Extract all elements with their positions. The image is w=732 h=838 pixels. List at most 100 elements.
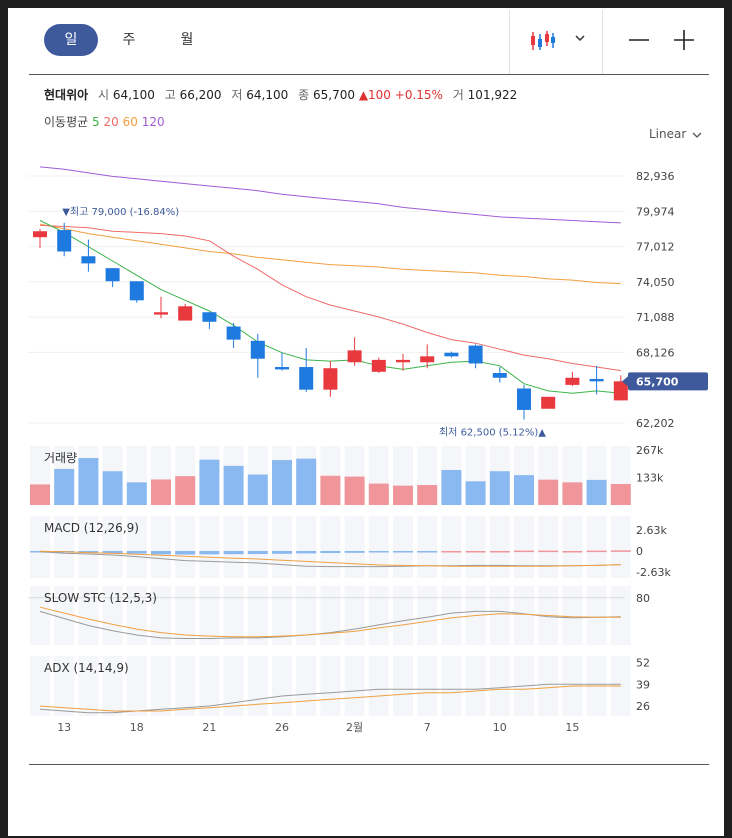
macd-histogram-bar [393, 551, 413, 553]
scale-selector[interactable]: Linear [649, 127, 702, 141]
adx-panel-stripe [272, 656, 292, 716]
stc-panel-stripe [30, 586, 50, 645]
period-tabs: 일 주 월 [44, 24, 218, 56]
macd-panel-stripe [417, 516, 438, 578]
date-axis-label: 2월 [346, 721, 363, 734]
candle-body [57, 230, 72, 252]
macd-axis-label: -2.63k [636, 566, 671, 579]
macd-panel-stripe [393, 516, 413, 578]
price-axis-label: 71,088 [636, 311, 675, 324]
macd-histogram-bar [417, 551, 438, 553]
adx-panel-stripe [151, 656, 171, 716]
low-label: 저 [231, 88, 243, 102]
macd-panel-stripe [441, 516, 462, 578]
candle-body [81, 256, 96, 264]
price-axis-label: 68,126 [636, 346, 675, 359]
stc-panel-stripe [223, 586, 244, 645]
chart-type-selector[interactable] [509, 10, 603, 74]
volume-bar [368, 483, 389, 505]
stc-k-line [39, 610, 621, 639]
macd-signal-line [39, 550, 621, 567]
candle-body [541, 396, 556, 409]
chart-canvas[interactable]: 82,936 79,974 77,012 74,050 71,088 68,126 62,2… [8, 8, 724, 836]
stock-name: 현대위아 [44, 88, 89, 102]
stc-panel-stripe [393, 586, 413, 645]
adx-panel-stripe [296, 656, 317, 716]
candle-body [33, 231, 47, 238]
candle-body [371, 359, 386, 372]
candle-body [275, 367, 289, 370]
adx-panel-stripe [126, 656, 147, 716]
volume-bar [102, 471, 123, 505]
adx-panel-stripe [441, 656, 462, 716]
tab-day[interactable]: 일 [44, 24, 98, 56]
candle-body [420, 356, 435, 363]
adx-panel-stripe [417, 656, 438, 716]
stc-d-line [39, 606, 621, 638]
tab-month[interactable]: 월 [180, 32, 194, 48]
minus-icon[interactable] [625, 26, 653, 54]
macd-panel-stripe [320, 516, 341, 578]
adx-panel-stripe [30, 656, 50, 716]
macd-panel-stripe [151, 516, 171, 578]
macd-histogram-bar [175, 551, 196, 555]
macd-panel-stripe [102, 516, 123, 578]
stc-panel-stripe [78, 586, 99, 645]
macd-histogram-bar [465, 551, 486, 553]
volume-bar [441, 469, 462, 505]
macd-axis-label: 0 [636, 545, 643, 558]
volume-bar [78, 458, 99, 505]
last-price-pointer [622, 376, 628, 387]
macd-histogram-bar [344, 551, 365, 553]
ma-legend-label: 이동평균 [44, 115, 89, 129]
macd-panel-stripe [586, 516, 607, 578]
adx-panel-stripe [538, 656, 559, 716]
adx-panel-stripe [320, 656, 341, 716]
macd-histogram-bar [562, 551, 583, 553]
last-price-label: 65,700 [636, 375, 679, 388]
adx-axis-label: 52 [636, 657, 650, 670]
stc-axis-label: 80 [636, 592, 650, 605]
macd-panel-stripe [30, 516, 50, 578]
plus-icon[interactable] [670, 26, 698, 54]
adx-panel-title: ADX (14,14,9) [44, 661, 129, 675]
ma-5-label: 5 [92, 115, 100, 129]
macd-panel-stripe [54, 516, 75, 578]
macd-panel-stripe [465, 516, 486, 578]
adx-panel-stripe [175, 656, 196, 716]
volume-bar [344, 476, 365, 505]
volume-axis-label: 133k [636, 472, 664, 485]
date-axis-label: 7 [424, 721, 431, 734]
price-axis-label: 82,936 [636, 170, 675, 183]
candle-body [250, 340, 265, 359]
macd-histogram-bar [610, 550, 631, 552]
candle-body [202, 312, 217, 322]
macd-panel-stripe [296, 516, 317, 578]
date-axis-label: 13 [57, 721, 71, 734]
macd-panel-stripe [78, 516, 99, 578]
adx-signal-line [39, 685, 621, 712]
ma-60-label: 60 [122, 115, 138, 129]
macd-histogram-bar [538, 550, 559, 553]
adx-panel-stripe [465, 656, 486, 716]
close-label: 종 [298, 88, 310, 102]
adx-panel-stripe [368, 656, 389, 716]
high-price-annotation: ▼최고 79,000 (-16.84%) [62, 206, 179, 218]
ma-120-label: 120 [141, 115, 165, 129]
adx-panel-stripe [393, 656, 413, 716]
adx-panel-stripe [344, 656, 365, 716]
volume-bar [223, 465, 244, 505]
stc-panel-stripe [151, 586, 171, 645]
tab-week[interactable]: 주 [122, 32, 136, 48]
adx-panel-stripe [199, 656, 220, 716]
candle-body [565, 377, 580, 385]
scale-selector-label: Linear [649, 127, 687, 141]
macd-histogram-bar [126, 551, 147, 554]
adx-panel-stripe [54, 656, 75, 716]
volume-bar [151, 479, 171, 505]
stc-panel-stripe [199, 586, 220, 645]
adx-axis-label: 26 [636, 700, 650, 713]
macd-panel-title: MACD (12,26,9) [44, 521, 139, 535]
date-axis-label: 21 [202, 721, 216, 734]
price-axis-label: 62,202 [636, 417, 675, 430]
